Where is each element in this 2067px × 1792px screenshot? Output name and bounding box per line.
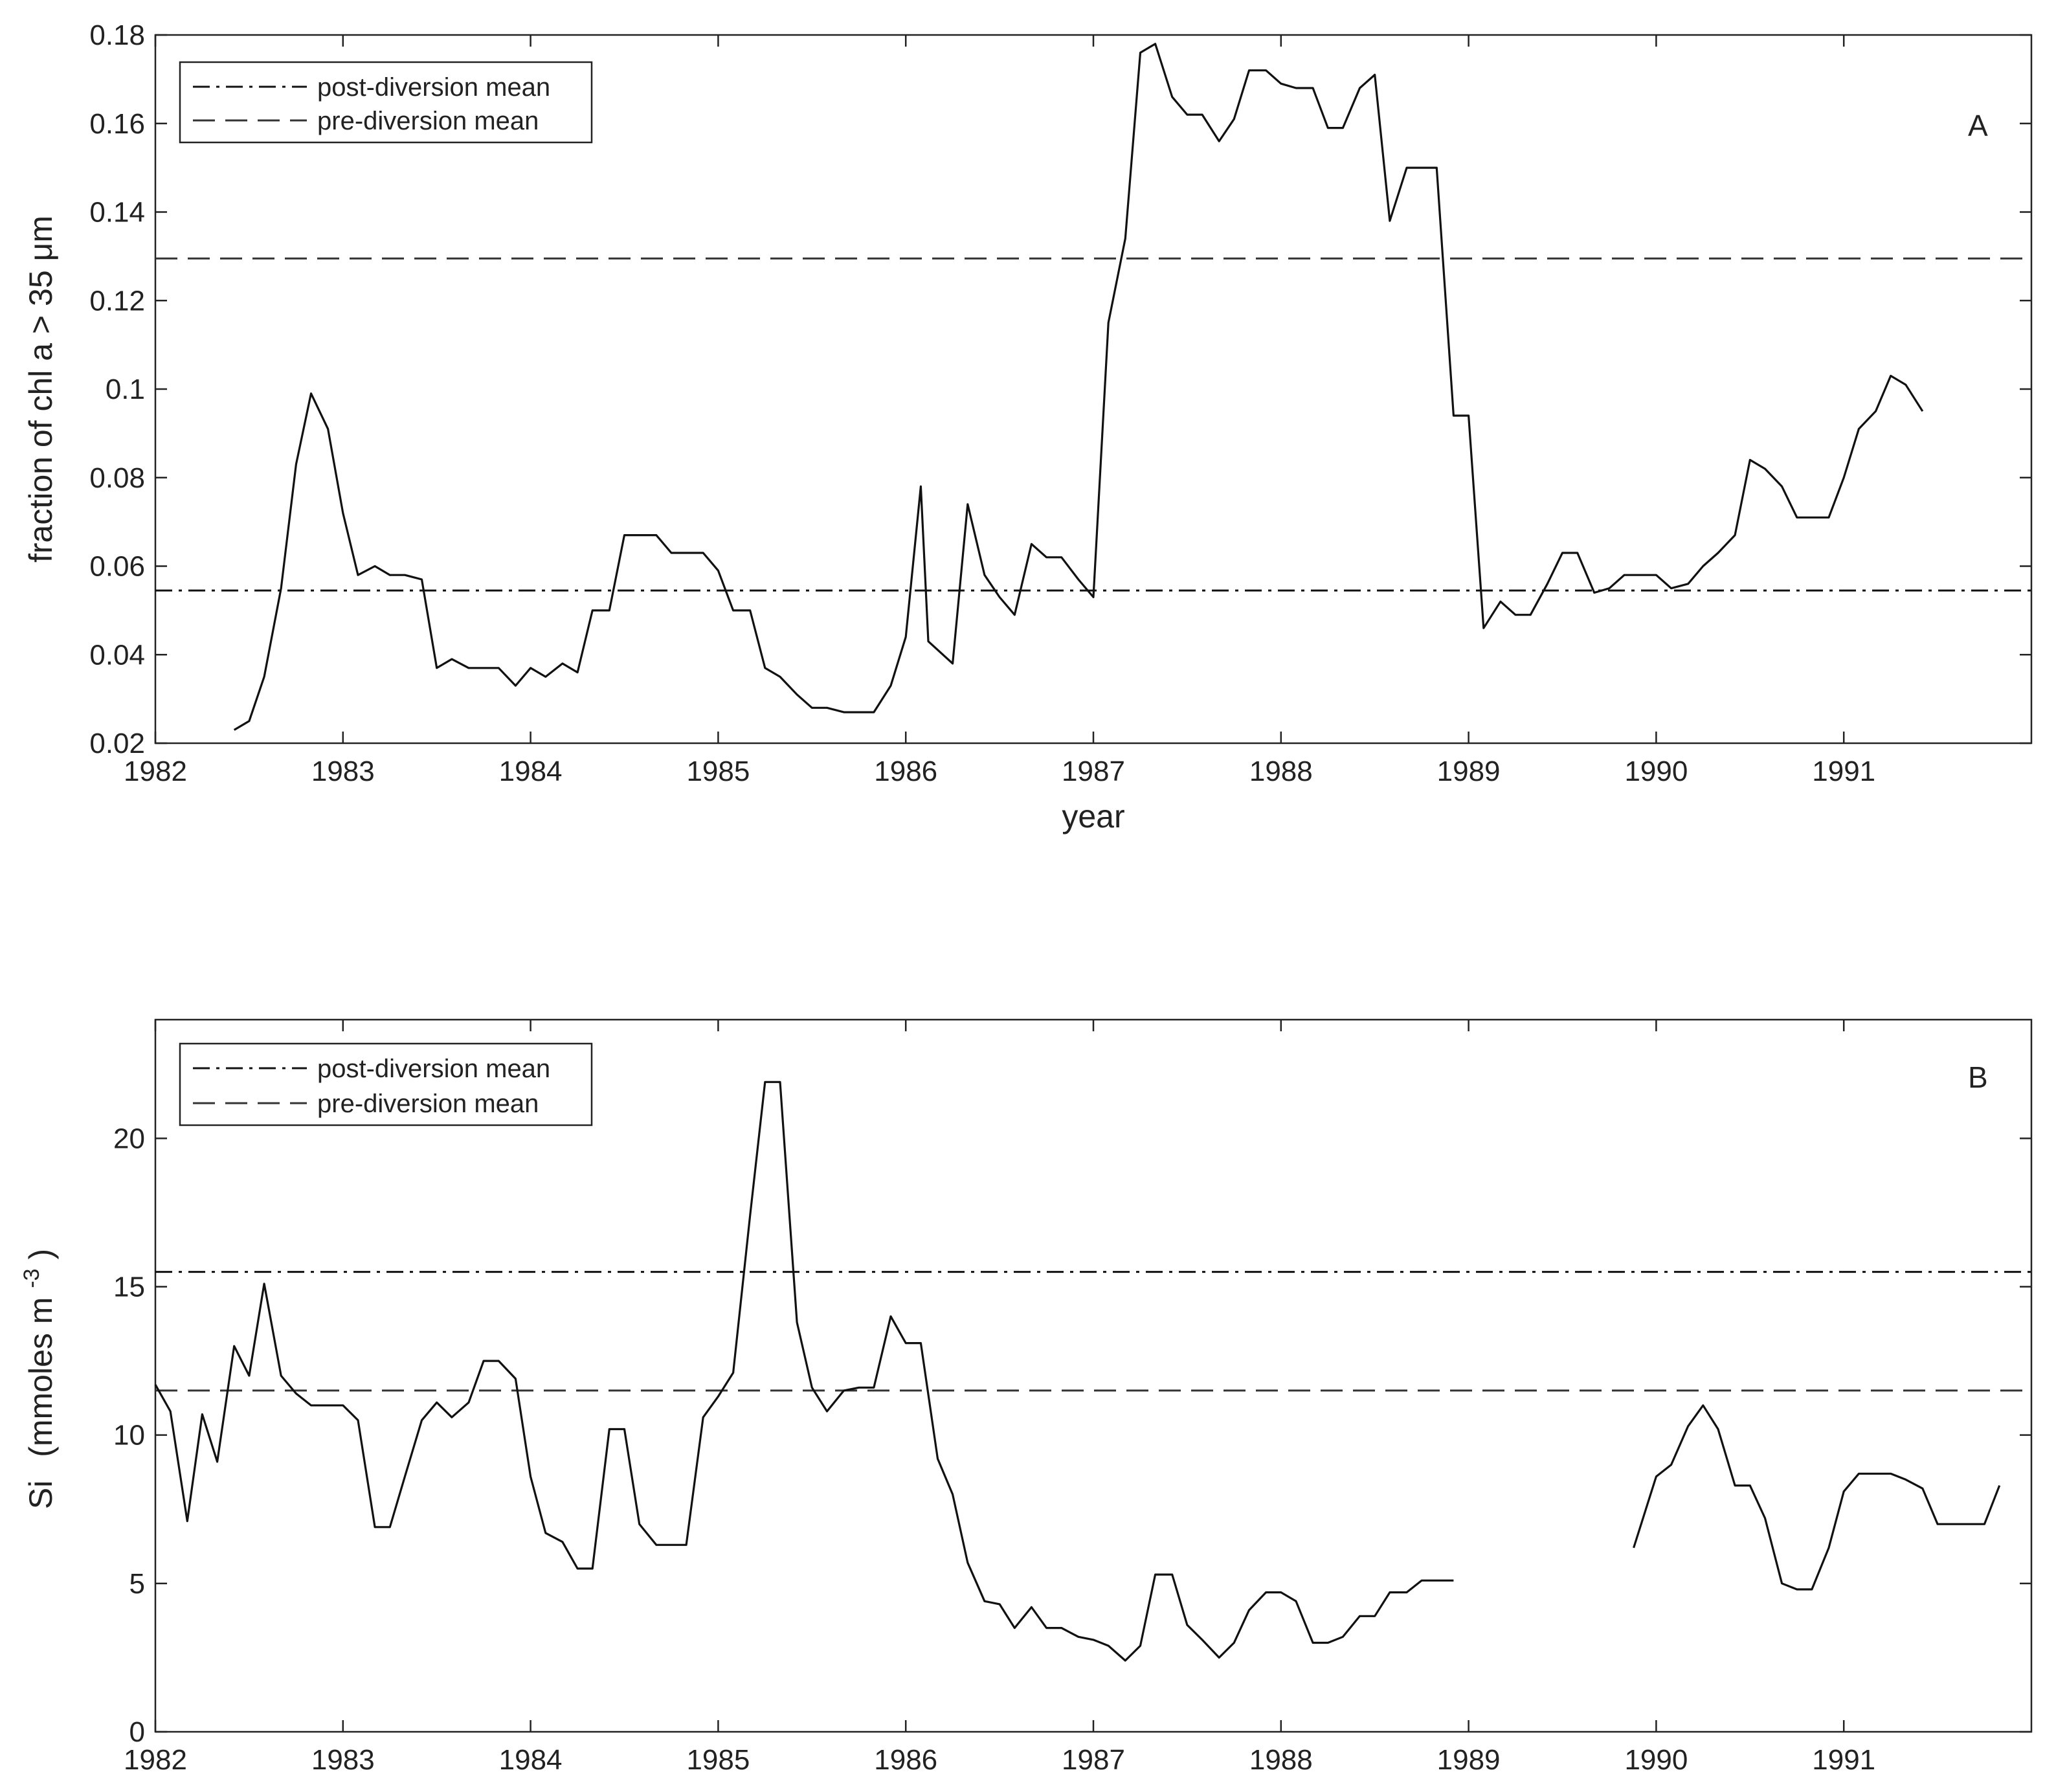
panel-b-x-tick-label: 1989 [1437,1744,1501,1776]
panel-b-y-tick-label: 10 [113,1420,145,1451]
panel-b-y-label-unit: (mmoles m [23,1297,59,1457]
panel-b-y-tick-label: 15 [113,1271,145,1303]
panel-b-y-label-close: ) [23,1249,59,1260]
panel-a-y-tick-label: 0.12 [89,285,145,317]
panel-a-legend: post-diversion mean pre-diversion mean [179,61,593,144]
panel-a-y-tick-label: 0.18 [89,19,145,51]
panel-a-y-tick-label: 0.1 [106,374,145,405]
panel-b-x-tick-label: 1984 [499,1744,563,1776]
panel-b-letter: B [1968,1060,1988,1094]
panel-a-y-tick-label: 0.08 [89,462,145,494]
panel-b-ticks: 1982 1983 1984 1985 1986 1987 1988 1989 1990 1991… [113,1020,2031,1776]
panel-a-reference-lines [155,257,2031,592]
panel-b-y-label-main: Si [23,1481,59,1509]
panel-b-x-tick-label: 1986 [874,1744,937,1776]
panel-a-y-axis-label: fraction of chl a > 35 μm [23,216,59,563]
panel-a-x-tick-label: 1984 [499,756,563,787]
panel-b-legend-pre-label: pre-diversion mean [317,1090,539,1118]
panel-b-x-tick-label: 1983 [311,1744,375,1776]
panel-a-y-tick-label: 0.06 [89,551,145,583]
panel-a-y-tick-label: 0.02 [89,728,145,759]
panel-b-x-tick-label: 1991 [1812,1744,1875,1776]
panel-a-legend-pre-label: pre-diversion mean [317,107,539,135]
panel-b-y-tick-label: 20 [113,1123,145,1154]
panel-b-series-line-segment-0 [154,1081,1454,1662]
panel-a-x-tick-label: 1982 [124,756,187,787]
panel-a-x-tick-label: 1990 [1624,756,1688,787]
panel-a-legend-post-label: post-diversion mean [317,73,550,102]
panel-b-reference-lines [155,1271,2031,1392]
panel-a-y-tick-label: 0.04 [89,639,145,671]
panel-b-y-axis-label: Si (mmoles m -3 ) [10,1249,59,1509]
panel-b-x-tick-label: 1982 [124,1744,187,1776]
panel-b-frame [154,1018,2033,1733]
panel-a-letter: A [1968,109,1988,142]
panel-a-legend-box [179,61,593,144]
panel-b-legend: post-diversion mean pre-diversion mean [179,1042,593,1126]
panel-b-y-tick-label: 0 [129,1716,145,1748]
panel-a-x-tick-label: 1988 [1249,756,1313,787]
panel-a-series [233,43,1924,731]
panel-a-x-tick-label: 1987 [1062,756,1125,787]
panel-b: 1982 1983 1984 1985 1986 1987 1988 1989 1990 1991… [10,1018,2033,1776]
panel-b-x-tick-label: 1990 [1624,1744,1688,1776]
panel-a: 1982 1983 1984 1985 1986 1987 1988 1989 1990 1991… [23,19,2033,834]
panel-b-y-label-exp: -3 [19,1268,44,1288]
panel-a-x-tick-label: 1989 [1437,756,1501,787]
panel-b-x-tick-label: 1985 [686,1744,750,1776]
panel-a-x-tick-label: 1986 [874,756,937,787]
panel-a-y-tick-label: 0.14 [89,197,145,229]
panel-b-y-tick-label: 5 [129,1568,145,1600]
panel-b-series [154,1081,2001,1662]
panel-b-x-tick-label: 1987 [1062,1744,1125,1776]
panel-a-x-tick-label: 1985 [686,756,750,787]
panel-a-x-tick-label: 1991 [1812,756,1875,787]
panel-b-legend-box [179,1042,593,1126]
panel-a-x-tick-label: 1983 [311,756,375,787]
panel-b-series-line-segment-1 [1633,1404,2001,1591]
panel-a-ticks: 1982 1983 1984 1985 1986 1987 1988 1989 1990 1991… [89,19,2031,787]
panel-b-x-tick-label: 1988 [1249,1744,1313,1776]
panel-a-series-line-segment-0 [233,43,1924,731]
panel-a-y-tick-label: 0.16 [89,108,145,140]
panel-b-legend-post-label: post-diversion mean [317,1055,550,1083]
panel-a-x-axis-label: year [1062,798,1124,834]
